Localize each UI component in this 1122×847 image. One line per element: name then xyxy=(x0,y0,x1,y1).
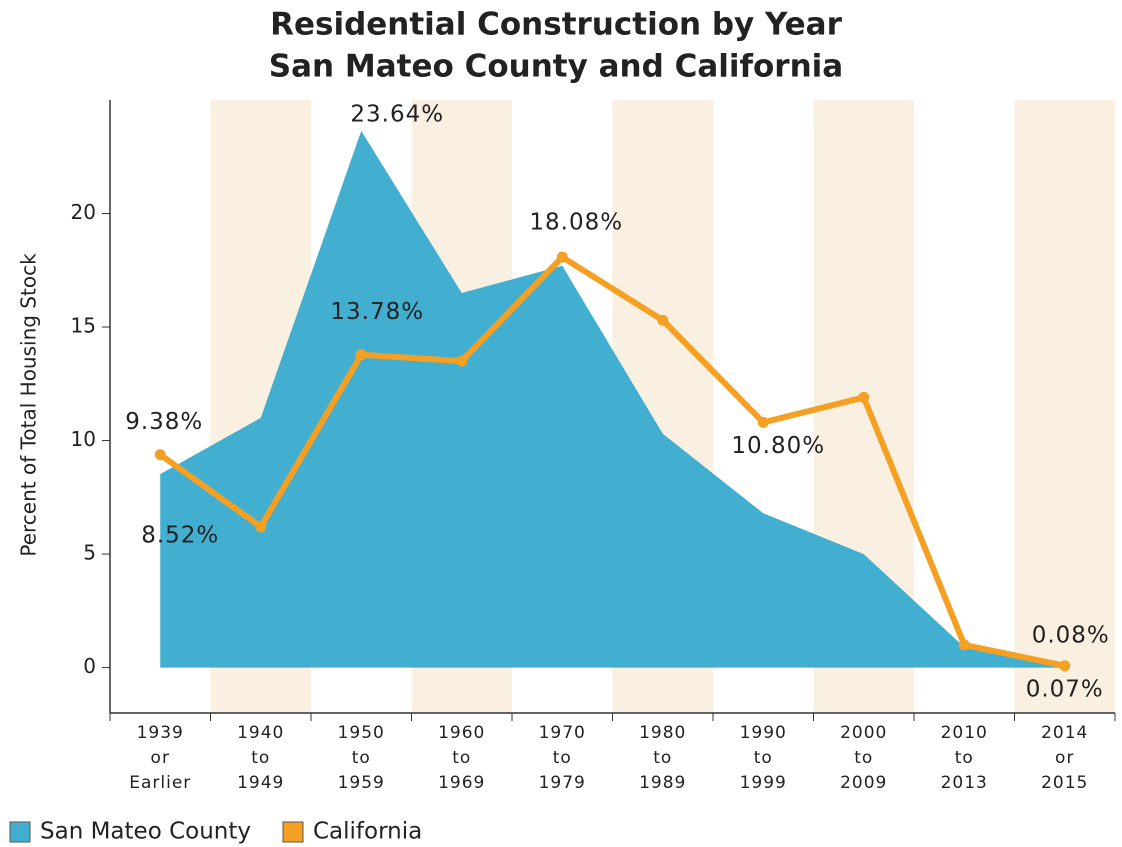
x-tick-label: or xyxy=(151,748,170,768)
value-label: 8.52% xyxy=(141,523,219,549)
x-tick-label: 1990 xyxy=(740,723,787,743)
x-tick-label: to xyxy=(352,748,371,768)
value-label: 0.07% xyxy=(1026,677,1104,703)
x-tick-label: to xyxy=(754,748,773,768)
x-tick-label: 1959 xyxy=(338,773,385,793)
x-tick-label: 1940 xyxy=(237,723,284,743)
x-tick-label: 1970 xyxy=(539,723,586,743)
point xyxy=(657,314,669,326)
x-tick-label: 1939 xyxy=(137,723,184,743)
point xyxy=(456,355,468,367)
x-tick-label: 1999 xyxy=(740,773,787,793)
value-label: 0.08% xyxy=(1032,622,1110,648)
value-label: 13.78% xyxy=(330,299,424,325)
x-tick-label: 1969 xyxy=(438,773,485,793)
value-label: 18.08% xyxy=(529,210,623,236)
y-tick-label: 15 xyxy=(71,314,96,338)
x-tick-label: 2010 xyxy=(941,723,988,743)
band xyxy=(1014,100,1115,713)
x-tick-label: to xyxy=(452,748,471,768)
x-tick-label: 1960 xyxy=(438,723,485,743)
chart-subtitle: San Mateo County and California xyxy=(269,49,843,85)
x-tick-label: Earlier xyxy=(129,773,191,793)
chart-title: Residential Construction by Year xyxy=(270,7,843,43)
x-tick-label: to xyxy=(251,748,270,768)
y-axis-label: Percent of Total Housing Stock xyxy=(17,253,41,557)
line xyxy=(158,254,1066,669)
legend-label: California xyxy=(313,819,422,845)
point xyxy=(255,521,267,533)
point xyxy=(154,449,166,461)
x-tick-label: 2015 xyxy=(1041,773,1088,793)
legend-label: San Mateo County xyxy=(40,819,251,845)
x-tick-label: 2013 xyxy=(941,773,988,793)
x-tick-label: 1979 xyxy=(539,773,586,793)
x-tick-label: or xyxy=(1055,748,1074,768)
x-tick-label: to xyxy=(653,748,672,768)
point xyxy=(858,391,870,403)
x-tick-label: 1989 xyxy=(639,773,686,793)
y-tick-label: 10 xyxy=(71,427,96,451)
value-label: 9.38% xyxy=(125,409,203,435)
y-tick-label: 0 xyxy=(83,654,96,678)
x-tick-label: to xyxy=(553,748,572,768)
x-tick-label: to xyxy=(955,748,974,768)
legend-swatch xyxy=(282,821,304,843)
value-label: 23.64% xyxy=(350,101,444,127)
x-tick-label: 2014 xyxy=(1041,723,1088,743)
value-label: 10.80% xyxy=(731,433,825,459)
point xyxy=(757,416,769,428)
x-tick-label: 1949 xyxy=(237,773,284,793)
x-tick-label: 2009 xyxy=(840,773,887,793)
point xyxy=(958,639,970,651)
y-tick-label: 5 xyxy=(83,541,96,565)
legend-swatch xyxy=(9,821,31,843)
y-tick-label: 20 xyxy=(71,200,96,224)
point xyxy=(355,349,367,361)
x-tick-label: 2000 xyxy=(840,723,887,743)
x-tick-label: to xyxy=(854,748,873,768)
x-tick-label: 1980 xyxy=(639,723,686,743)
point xyxy=(556,251,568,263)
point xyxy=(1059,660,1071,672)
area xyxy=(160,130,1065,668)
x-tick-label: 1950 xyxy=(338,723,385,743)
